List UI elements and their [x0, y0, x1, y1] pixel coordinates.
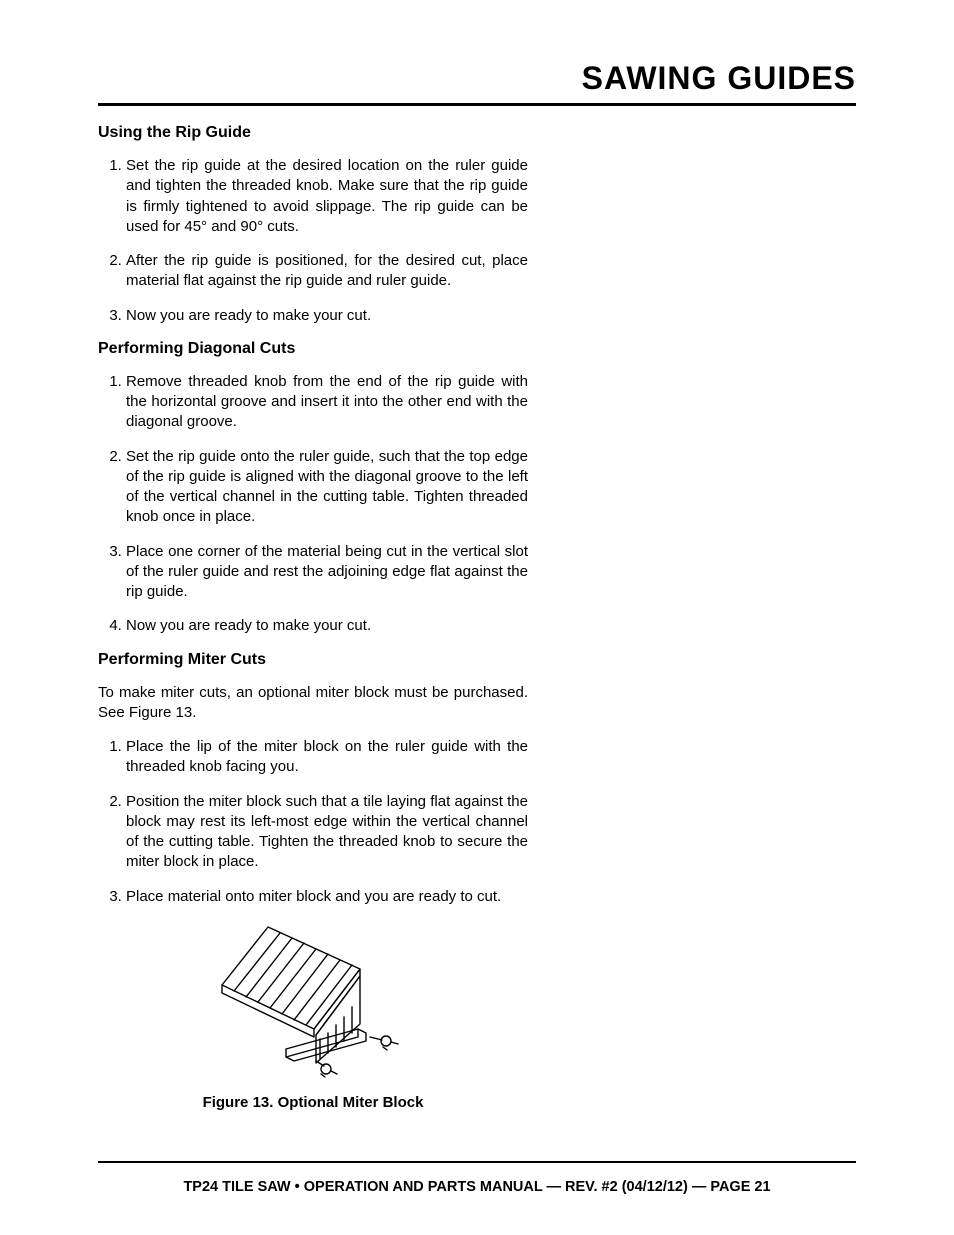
- diag-steps: Remove threaded knob from the end of the…: [98, 372, 528, 637]
- manual-page: SAWING GUIDES Using the Rip Guide Set th…: [0, 0, 954, 1235]
- section-heading-rip: Using the Rip Guide: [98, 124, 528, 142]
- figure-13: Figure 13. Optional Miter Block: [98, 921, 528, 1111]
- list-item: Set the rip guide at the desired locatio…: [126, 156, 528, 237]
- list-item: Place material onto miter block and you …: [126, 887, 528, 907]
- content-column: Using the Rip Guide Set the rip guide at…: [98, 124, 528, 1111]
- list-item: Place the lip of the miter block on the …: [126, 737, 528, 778]
- page-title: SAWING GUIDES: [98, 60, 856, 97]
- section-heading-diag: Performing Diagonal Cuts: [98, 340, 528, 358]
- miter-block-illustration: [208, 921, 418, 1086]
- list-item: Place one corner of the material being c…: [126, 542, 528, 603]
- list-item: Now you are ready to make your cut.: [126, 306, 528, 326]
- miter-lead: To make miter cuts, an optional miter bl…: [98, 683, 528, 724]
- list-item: Set the rip guide onto the ruler guide, …: [126, 447, 528, 528]
- list-item: Remove threaded knob from the end of the…: [126, 372, 528, 433]
- section-heading-miter: Performing Miter Cuts: [98, 651, 528, 669]
- list-item: After the rip guide is positioned, for t…: [126, 251, 528, 292]
- top-rule: [98, 103, 856, 106]
- miter-steps: Place the lip of the miter block on the …: [98, 737, 528, 907]
- page-footer: TP24 TILE SAW • OPERATION AND PARTS MANU…: [98, 1179, 856, 1195]
- rip-steps: Set the rip guide at the desired locatio…: [98, 156, 528, 326]
- bottom-rule: [98, 1161, 856, 1163]
- figure-caption: Figure 13. Optional Miter Block: [98, 1094, 528, 1111]
- list-item: Position the miter block such that a til…: [126, 792, 528, 873]
- list-item: Now you are ready to make your cut.: [126, 616, 528, 636]
